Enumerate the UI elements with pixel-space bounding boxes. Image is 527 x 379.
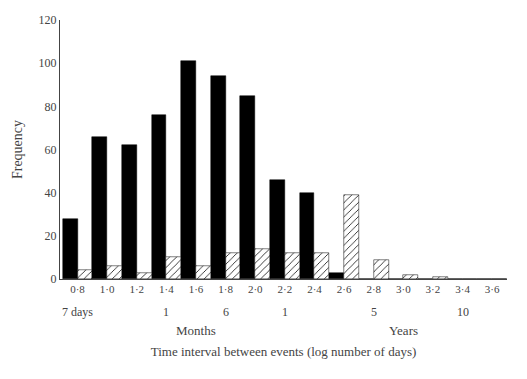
svg-text:10: 10 (457, 305, 469, 319)
svg-text:1·8: 1·8 (218, 283, 233, 295)
svg-text:2·6: 2·6 (337, 283, 352, 295)
svg-text:1: 1 (282, 305, 288, 319)
svg-text:5: 5 (371, 305, 377, 319)
svg-text:6: 6 (223, 305, 229, 319)
svg-text:Time interval between events (: Time interval between events (log number… (151, 344, 417, 359)
svg-text:120: 120 (39, 13, 57, 27)
svg-text:Years: Years (389, 323, 418, 338)
svg-text:1·0: 1·0 (100, 283, 115, 295)
svg-text:2·2: 2·2 (278, 283, 293, 295)
svg-text:40: 40 (45, 186, 57, 200)
svg-text:2·4: 2·4 (307, 283, 322, 295)
svg-text:7 days: 7 days (62, 305, 93, 319)
svg-text:3·0: 3·0 (396, 283, 411, 295)
svg-text:1·2: 1·2 (129, 283, 144, 295)
svg-text:100: 100 (39, 56, 57, 70)
svg-text:0: 0 (51, 272, 57, 286)
svg-text:Months: Months (176, 323, 216, 338)
svg-text:60: 60 (45, 143, 57, 157)
svg-text:20: 20 (45, 229, 57, 243)
svg-text:1: 1 (163, 305, 169, 319)
svg-text:Frequency: Frequency (10, 120, 25, 179)
svg-text:2·0: 2·0 (248, 283, 263, 295)
svg-text:1·4: 1·4 (159, 283, 174, 295)
svg-text:3·6: 3·6 (485, 283, 500, 295)
svg-text:2·8: 2·8 (366, 283, 381, 295)
svg-text:80: 80 (45, 100, 57, 114)
svg-text:0·8: 0·8 (70, 283, 85, 295)
svg-text:3·2: 3·2 (426, 283, 441, 295)
svg-text:3·4: 3·4 (455, 283, 470, 295)
svg-text:1·6: 1·6 (189, 283, 204, 295)
